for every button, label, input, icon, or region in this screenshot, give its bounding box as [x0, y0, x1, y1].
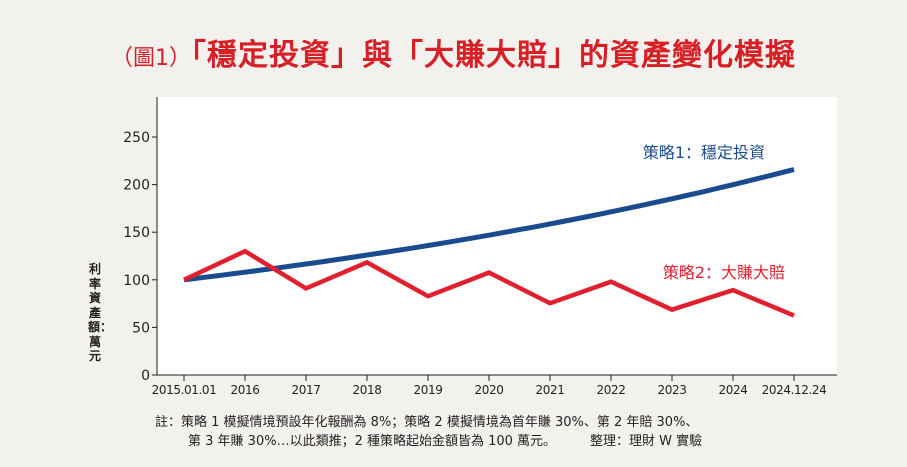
x-tick-label: 2023 — [658, 383, 687, 397]
footnote-line-2: 第 3 年賺 30%…以此類推；2 種策略起始金額皆為 100 萬元。 整理：理財… — [188, 430, 888, 449]
x-tick-label: 2019 — [414, 383, 443, 397]
y-axis-label: 利率資產額：萬元 — [88, 262, 113, 363]
y-tick-label: 50 — [132, 320, 150, 336]
x-tick-label: 2015.01.01 — [152, 383, 217, 397]
chart-title: （圖1）「穩定投資」與「大賺大賠」的資產變化模擬 — [0, 30, 907, 74]
y-tick-label: 100 — [123, 273, 150, 289]
title-text: 「穩定投資」與「大賺大賠」的資產變化模擬 — [191, 38, 796, 73]
x-tick-label: 2022 — [597, 383, 626, 397]
series-label-stable: 策略1：穩定投資 — [643, 143, 765, 162]
x-tick-label: 2021 — [536, 383, 565, 397]
footnote-credit: 整理：理財 W 實驗 — [590, 434, 703, 449]
footnote-line-2-text: 第 3 年賺 30%…以此類推；2 種策略起始金額皆為 100 萬元。 — [188, 434, 557, 449]
x-tick-label: 2018 — [353, 383, 382, 397]
y-tick-label: 150 — [123, 225, 150, 241]
footnote-line-1: 註：策略 1 模擬情境預設年化報酬為 8%；策略 2 模擬情境為首年賺 30%、… — [155, 415, 699, 430]
y-tick-label: 0 — [141, 368, 150, 384]
x-tick-label: 2020 — [475, 383, 504, 397]
y-tick-label: 200 — [123, 178, 150, 194]
x-tick-label: 2024 — [719, 383, 748, 397]
figure-label: （圖1） — [111, 46, 191, 71]
series-label-volatile: 策略2：大賺大賠 — [663, 263, 785, 282]
y-tick-label: 250 — [123, 130, 150, 146]
series-volatile-investment-line — [183, 248, 795, 318]
x-tick-label: 2016 — [231, 383, 260, 397]
series-stable-investment-line — [183, 167, 795, 283]
x-tick-label: 2017 — [292, 383, 321, 397]
x-tick-label: 2024.12.24 — [762, 383, 827, 397]
